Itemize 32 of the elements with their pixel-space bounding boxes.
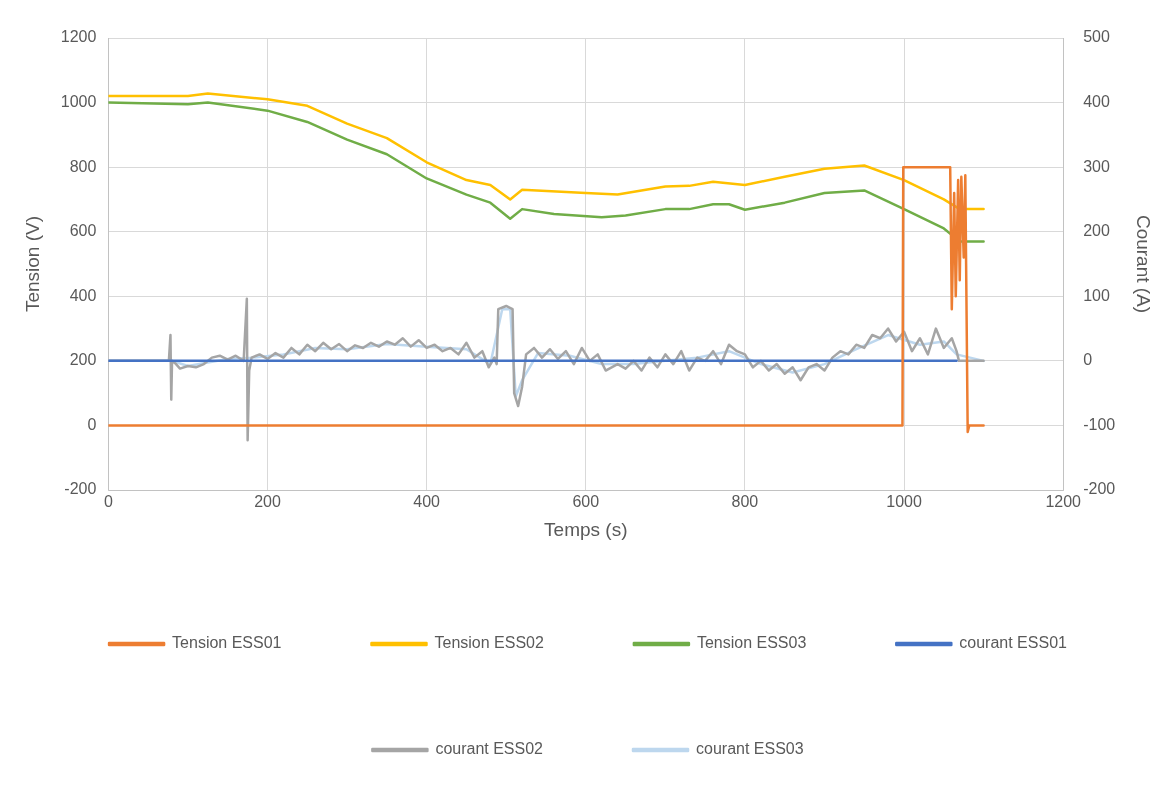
y-tick-label: 600: [69, 222, 97, 240]
x-axis-title: Temps (s): [544, 518, 628, 540]
y2-tick-label: -100: [1083, 415, 1116, 433]
x-tick-label: 800: [731, 493, 759, 511]
y-tick-label: 1200: [60, 28, 97, 46]
y-tick-label: 0: [87, 415, 97, 433]
legend-label: courant ESS01: [959, 634, 1068, 652]
legend-label: courant ESS03: [696, 740, 804, 758]
y-tick-label: 800: [69, 157, 97, 175]
y-tick-label: 1000: [60, 92, 97, 110]
x-tick-label: 200: [254, 493, 281, 511]
y2-tick-label: 0: [1083, 351, 1093, 369]
x-tick-label: 0: [103, 493, 113, 511]
y-axis-title: Tension (V): [21, 215, 43, 313]
x-tick-label: 1200: [1045, 493, 1082, 511]
legend-label: Tension ESS03: [696, 634, 807, 652]
legend-label: Tension ESS02: [434, 634, 544, 652]
legend-label: courant ESS02: [435, 740, 544, 758]
y2-tick-label: 300: [1083, 157, 1110, 175]
x-tick-label: 1000: [886, 493, 922, 511]
x-tick-label: 600: [572, 493, 600, 511]
x-tick-label: 400: [413, 493, 441, 511]
y2-tick-label: -200: [1083, 480, 1116, 498]
y2-axis-title: Courant (A): [1133, 214, 1155, 314]
y2-tick-label: 200: [1083, 222, 1110, 240]
y2-tick-label: 400: [1083, 92, 1110, 110]
legend-label: Tension ESS01: [172, 634, 282, 652]
y-tick-label: -200: [64, 480, 97, 498]
y-tick-label: 400: [69, 286, 97, 304]
y2-tick-label: 100: [1083, 286, 1110, 304]
y-tick-label: 200: [69, 351, 97, 369]
y2-tick-label: 500: [1083, 28, 1110, 46]
